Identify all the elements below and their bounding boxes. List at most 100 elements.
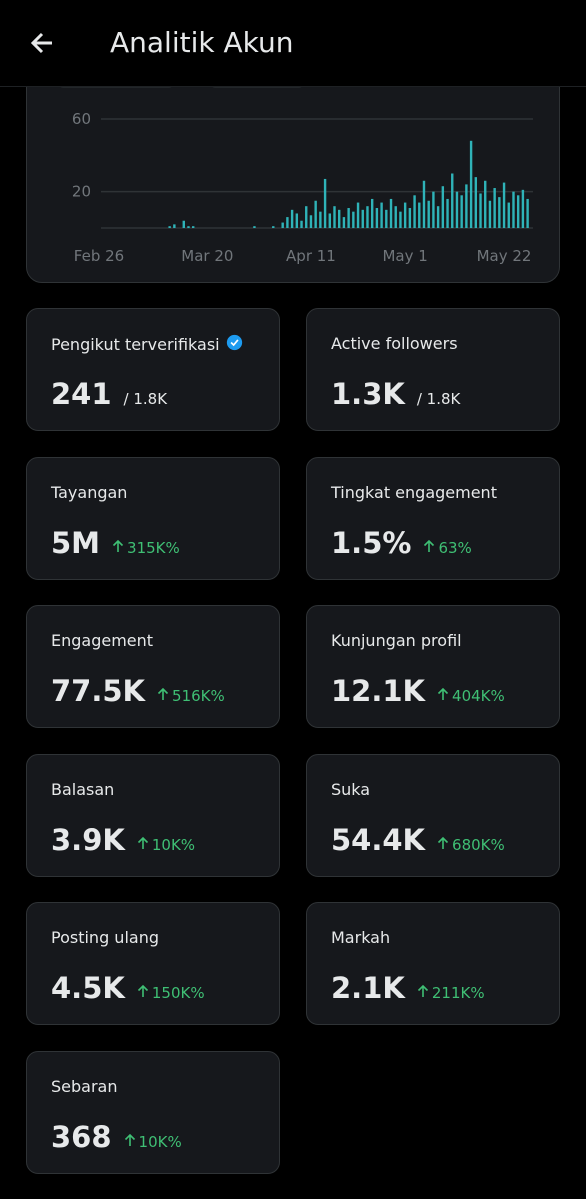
metric-label: Suka — [331, 779, 371, 799]
bar — [380, 202, 383, 228]
metric-value: 3.9K — [51, 822, 125, 857]
metric-value: 5M — [51, 525, 101, 560]
chart: 20 60 Feb 26 Mar 20 Apr 11 May 1 May 22 — [56, 74, 533, 265]
up-arrow — [137, 984, 149, 1002]
up-arrow — [417, 984, 429, 1002]
bar — [394, 206, 397, 228]
metric-card: Pengikut terverifikasi 241 / 1.8K — [26, 308, 280, 431]
metric-label: Pengikut terverifikasi — [51, 335, 220, 354]
metric-change: 10K% — [124, 1133, 182, 1151]
bar — [295, 213, 299, 228]
bar — [399, 211, 402, 228]
metric-change: 211K% — [417, 984, 485, 1002]
bar — [319, 211, 322, 228]
bar — [389, 198, 393, 228]
metric-value-row: 12.1K 404K% — [331, 674, 505, 708]
metric-label-row: Suka — [331, 780, 370, 799]
change-text: 150K% — [151, 984, 205, 1002]
chart-card: 20 60 Feb 26 Mar 20 Apr 11 May 1 May 22 — [26, 60, 560, 283]
metric-value: 54.4K — [331, 822, 426, 857]
change-text: 315K% — [127, 538, 180, 557]
bar — [516, 195, 520, 228]
bar — [253, 226, 256, 228]
bar — [352, 211, 355, 228]
up-arrow — [112, 539, 124, 557]
bar — [342, 217, 346, 228]
bar — [333, 206, 336, 228]
metric-value-row: 77.5K 516K% — [51, 674, 225, 708]
bar — [286, 217, 289, 228]
metric-label: Posting ulang — [51, 928, 159, 947]
bar — [498, 197, 501, 228]
metric-value: 1.5% — [331, 525, 412, 560]
metric-label-row: Posting ulang — [51, 928, 159, 947]
metric-value-row: 241 / 1.8K — [51, 377, 167, 411]
up-arrow — [157, 687, 169, 705]
metric-value-row: 1.3K / 1.8K — [331, 377, 460, 411]
bar — [187, 226, 190, 228]
metric-label-row: Balasan — [51, 780, 114, 799]
bar — [422, 180, 426, 228]
bar — [370, 198, 374, 228]
bar — [427, 200, 430, 228]
bar — [403, 202, 407, 228]
bar — [361, 209, 364, 228]
metric-card: Balasan 3.9K 10K% — [26, 753, 280, 877]
bar — [479, 193, 482, 228]
metric-label-row: Tayangan — [51, 483, 127, 502]
metric-label-row: Kunjungan profil — [331, 631, 462, 650]
metric-label: Tingkat engagement — [331, 482, 497, 502]
metric-card: Kunjungan profil 12.1K 404K% — [306, 605, 560, 728]
metric-card: Engagement 77.5K 516K% — [26, 605, 280, 728]
metric-label: Markah — [331, 928, 391, 947]
bar — [173, 224, 176, 228]
metric-change: 10K% — [137, 836, 195, 854]
metric-value: 2.1K — [331, 971, 405, 1005]
metric-total: / 1.8K — [123, 390, 168, 408]
bar — [328, 213, 331, 228]
metric-label-row: Tingkat engagement — [331, 483, 497, 502]
bar — [305, 206, 308, 228]
bar — [347, 208, 350, 228]
change-text: 680K% — [452, 835, 505, 854]
metric-label-row: Active followers — [331, 334, 458, 353]
bar — [432, 191, 435, 228]
bar — [455, 191, 459, 228]
metric-value: 77.5K — [51, 674, 146, 708]
title: Analitik Akun — [110, 26, 294, 59]
metric-total: / 1.8K — [416, 390, 461, 408]
bar — [375, 208, 379, 228]
metric-label-row: Sebaran — [51, 1077, 117, 1096]
bar — [493, 188, 496, 228]
bar — [290, 209, 294, 228]
bar — [469, 140, 473, 228]
up-arrow — [124, 1133, 136, 1151]
bar — [281, 222, 284, 228]
bar — [460, 195, 463, 228]
header: Analitik Akun — [0, 0, 586, 87]
bar — [300, 220, 303, 228]
up-arrow — [437, 836, 449, 854]
metric-value-row: 1.5% 63% — [331, 526, 472, 560]
bar — [446, 198, 449, 228]
bar — [418, 202, 421, 228]
bar — [356, 202, 360, 228]
metric-label: Engagement — [51, 631, 154, 650]
metric-label: Balasan — [51, 779, 115, 799]
bar — [314, 200, 317, 228]
metric-label: Sebaran — [51, 1076, 118, 1096]
change-text: 10K% — [138, 1132, 182, 1151]
metric-value: 1.3K — [331, 377, 405, 411]
back-button[interactable] — [28, 28, 58, 58]
bar — [465, 184, 468, 228]
up-arrow — [137, 836, 149, 854]
metric-card: Markah 2.1K 211K% — [306, 902, 560, 1025]
bar — [474, 177, 477, 228]
metric-label: Kunjungan profil — [331, 631, 462, 650]
up-arrow — [437, 687, 449, 705]
metric-label: Active followers — [331, 334, 458, 353]
bar — [182, 220, 185, 228]
metric-change: 315K% — [112, 539, 180, 557]
metric-card: Active followers 1.3K / 1.8K — [306, 308, 560, 431]
